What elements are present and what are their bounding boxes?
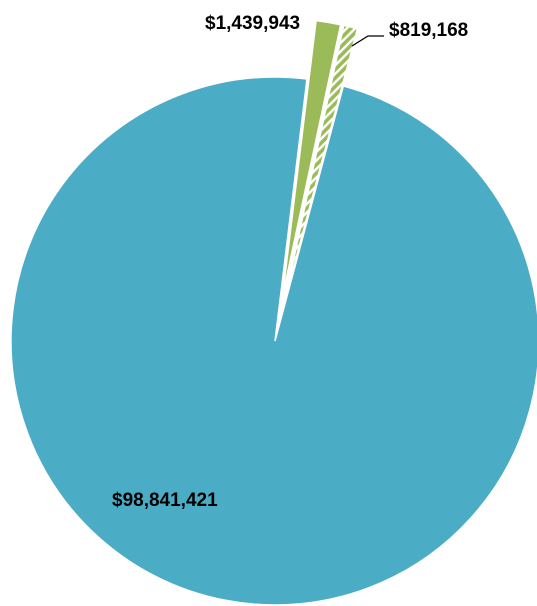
pie-slice-medium	[281, 19, 342, 297]
slice-label-large: $98,841,421	[112, 490, 218, 511]
pie-slice-large	[10, 76, 537, 606]
slice-label-small: $819,168	[389, 20, 468, 41]
slice-label-medium: $1,439,943	[205, 13, 300, 34]
leader-line	[351, 35, 384, 47]
pie-slice-small	[284, 24, 359, 298]
